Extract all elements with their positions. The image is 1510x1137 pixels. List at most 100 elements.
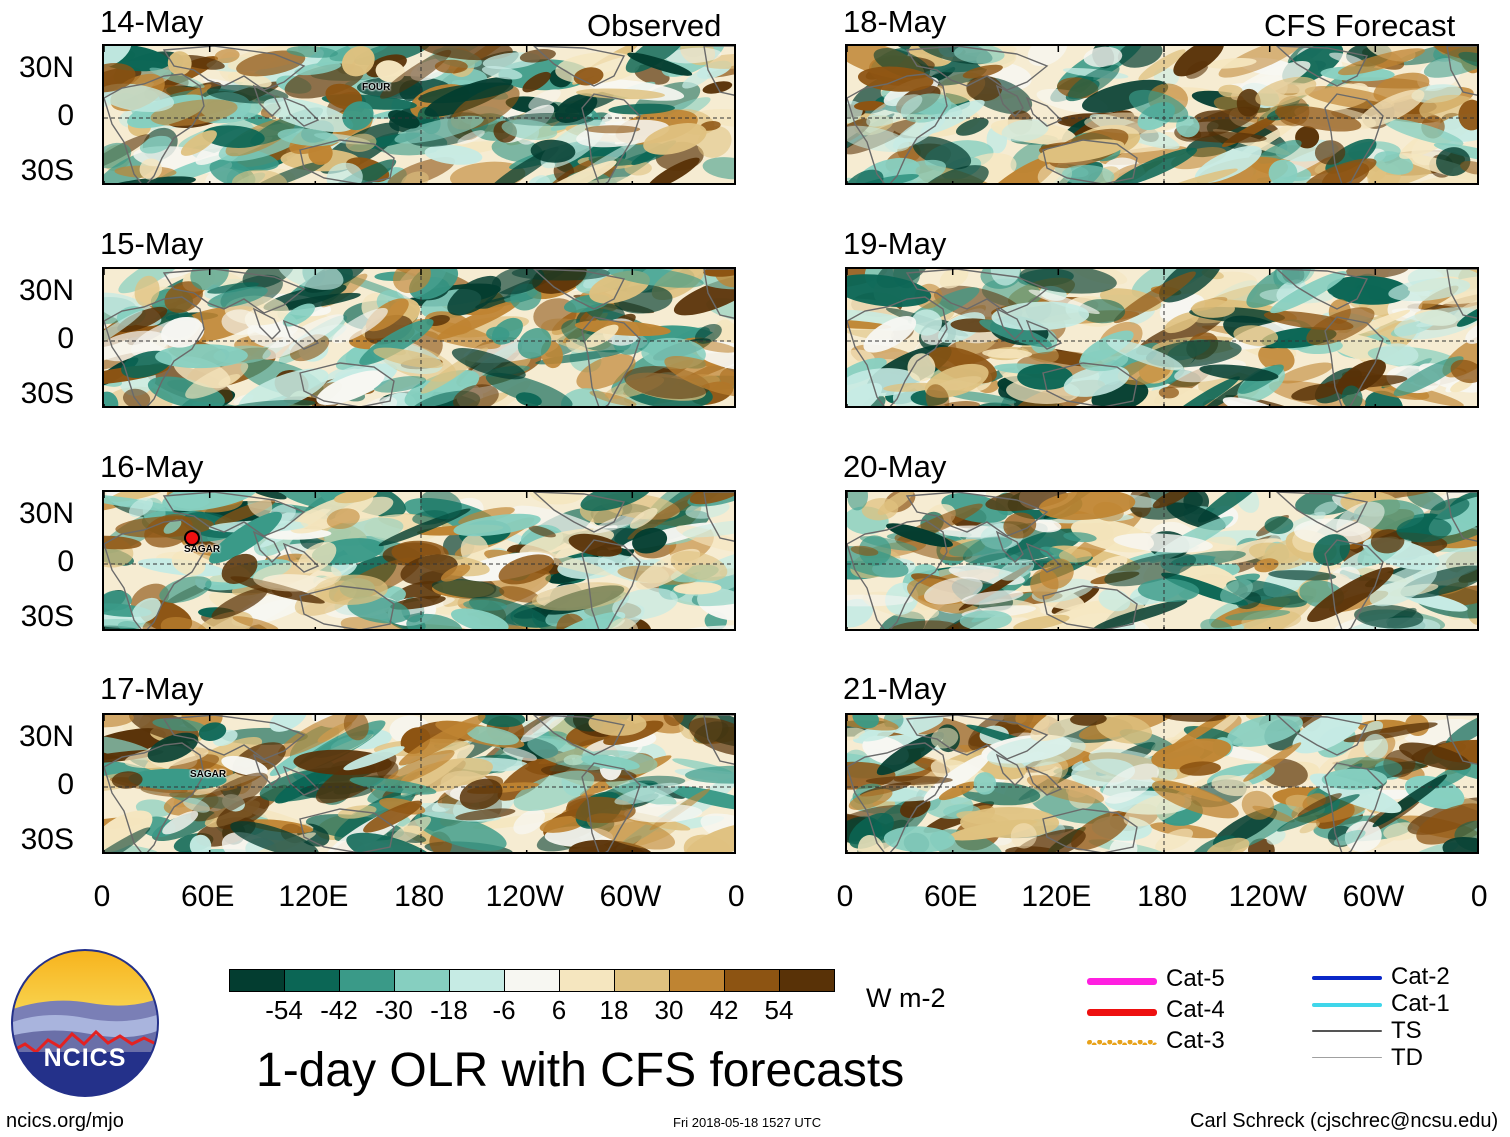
olr-anomaly-blob — [1152, 492, 1191, 509]
olr-anomaly-blob — [1179, 761, 1221, 776]
olr-anomaly-blob — [962, 64, 1003, 79]
olr-anomaly-blob — [1096, 715, 1153, 744]
olr-anomaly-blob — [629, 507, 658, 529]
olr-anomaly-blob — [1299, 821, 1320, 834]
olr-anomaly-blob — [1078, 299, 1126, 324]
olr-anomaly-blob — [1314, 140, 1346, 165]
coastline — [905, 46, 1049, 91]
olr-field — [847, 492, 1477, 629]
olr-anomaly-blob — [1063, 532, 1097, 543]
olr-map-panel: SAGAR — [102, 490, 736, 631]
olr-anomaly-blob — [663, 715, 684, 727]
olr-anomaly-blob — [1027, 46, 1068, 67]
panel-date: 17-May — [100, 671, 204, 706]
olr-anomaly-blob — [1341, 385, 1363, 406]
olr-anomaly-blob — [1304, 85, 1395, 110]
legend-line — [1312, 1030, 1382, 1032]
olr-anomaly-blob — [1079, 349, 1129, 372]
legend-label: Cat-2 — [1391, 963, 1450, 990]
olr-anomaly-blob — [501, 119, 558, 141]
olr-anomaly-blob — [1137, 578, 1200, 603]
storm-track-marker — [184, 530, 200, 546]
olr-anomaly-blob — [326, 508, 360, 530]
olr-anomaly-blob — [111, 771, 143, 789]
olr-anomaly-blob — [519, 49, 556, 63]
legend-line — [1087, 1009, 1157, 1016]
olr-field — [104, 715, 734, 852]
legend-line — [1087, 978, 1157, 985]
coastline — [905, 492, 1049, 537]
coastline — [1275, 269, 1369, 310]
olr-anomaly-blob — [104, 142, 132, 169]
coastline — [995, 530, 1024, 563]
olr-anomaly-blob — [850, 545, 879, 556]
olr-anomaly-blob — [1039, 558, 1074, 590]
legend-line — [1087, 1040, 1157, 1045]
panel-date: 20-May — [843, 449, 947, 484]
olr-anomaly-blob — [209, 511, 282, 564]
olr-anomaly-blob — [925, 384, 950, 406]
olr-map-panel: FOUR — [102, 44, 736, 185]
legend-line — [1312, 1003, 1382, 1007]
olr-anomaly-blob — [1061, 164, 1115, 183]
olr-anomaly-blob — [568, 533, 623, 557]
olr-anomaly-blob — [911, 309, 942, 336]
colorbar-swatch — [504, 969, 560, 992]
olr-anomaly-blob — [343, 715, 369, 741]
olr-anomaly-blob — [982, 348, 1033, 359]
olr-anomaly-blob — [1456, 304, 1477, 327]
coastline — [703, 46, 734, 96]
coastline — [282, 319, 320, 350]
olr-anomaly-blob — [1465, 323, 1477, 344]
olr-anomaly-blob — [608, 618, 639, 629]
coastline — [162, 46, 306, 91]
coastline — [162, 715, 306, 760]
coastline — [1025, 96, 1063, 127]
olr-anomaly-blob — [447, 275, 502, 316]
olr-anomaly-blob — [1013, 829, 1086, 852]
latitude-label: 30S — [20, 154, 74, 187]
olr-anomaly-blob — [163, 519, 182, 534]
olr-anomaly-blob — [477, 715, 526, 728]
olr-anomaly-blob — [1138, 49, 1186, 81]
olr-anomaly-blob — [1396, 517, 1452, 543]
olr-anomaly-blob — [1268, 570, 1337, 581]
olr-anomaly-blob — [1264, 516, 1294, 535]
coastline — [1446, 269, 1477, 319]
olr-map-panel — [102, 267, 736, 408]
olr-anomaly-blob — [694, 323, 722, 344]
olr-anomaly-blob — [232, 616, 279, 629]
colorbar-swatch — [779, 969, 835, 992]
olr-anomaly-blob — [1109, 836, 1138, 852]
observed-header: Observed — [587, 8, 722, 43]
coastline — [847, 73, 948, 183]
olr-anomaly-blob — [1383, 118, 1464, 147]
colorbar-label: -54 — [265, 995, 303, 1025]
olr-anomaly-blob — [247, 492, 287, 500]
olr-anomaly-blob — [520, 715, 568, 743]
olr-anomaly-blob — [104, 63, 136, 93]
coastline — [162, 269, 306, 314]
colorbar-label: 18 — [599, 995, 629, 1025]
olr-anomaly-blob — [1117, 46, 1163, 68]
olr-anomaly-blob — [346, 832, 441, 852]
olr-anomaly-blob — [1369, 564, 1437, 607]
coastline — [995, 84, 1024, 117]
olr-anomaly-blob — [1128, 89, 1189, 123]
olr-anomaly-blob — [211, 587, 268, 620]
coastline — [1275, 492, 1369, 533]
coastline — [532, 46, 626, 87]
coastline — [532, 492, 626, 533]
footer-url[interactable]: ncics.org/mjo — [6, 1110, 124, 1132]
olr-anomaly-blob — [632, 527, 668, 554]
olr-anomaly-blob — [1329, 52, 1364, 65]
olr-anomaly-blob — [1165, 376, 1240, 406]
olr-anomaly-blob — [1063, 365, 1130, 397]
olr-anomaly-blob — [277, 128, 339, 147]
olr-anomaly-blob — [665, 47, 722, 64]
longitude-label: 0 — [1470, 880, 1488, 913]
olr-anomaly-blob — [1354, 604, 1424, 629]
olr-anomaly-blob — [673, 582, 722, 595]
olr-anomaly-blob — [990, 269, 1021, 286]
olr-anomaly-blob — [419, 492, 462, 520]
